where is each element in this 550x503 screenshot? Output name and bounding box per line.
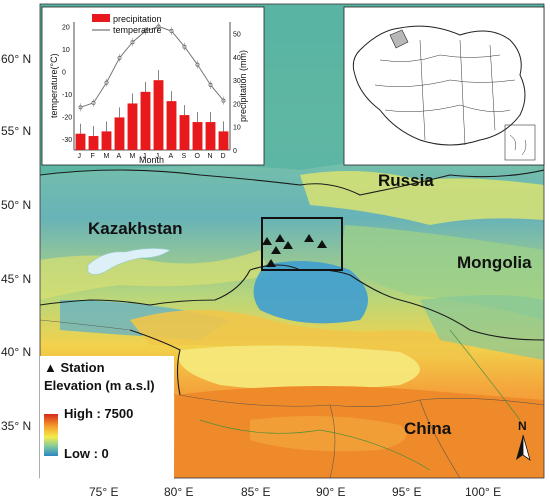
right-axis-tick-label: 10 xyxy=(233,125,241,132)
north-arrow-icon: N xyxy=(516,419,531,461)
precipitation-bar xyxy=(166,101,177,150)
precipitation-bar xyxy=(114,117,125,150)
left-axis-tick-label: -10 xyxy=(62,92,72,99)
right-axis-tick-label: 0 xyxy=(233,148,237,155)
station-marker xyxy=(262,237,272,245)
lon-label-85: 85° E xyxy=(241,485,271,499)
lat-label-50: 50° N xyxy=(1,198,32,212)
right-axis-tick-label: 40 xyxy=(233,55,241,62)
month-tick-label: N xyxy=(208,153,213,160)
legend-station-row: ▲ Station xyxy=(44,360,105,375)
left-axis-tick-label: 0 xyxy=(62,69,66,76)
study-area-box xyxy=(261,217,343,271)
label-mongolia: Mongolia xyxy=(457,253,532,272)
precipitation-bar xyxy=(127,103,138,150)
precipitation-bar xyxy=(101,131,112,150)
temperature-series-line xyxy=(80,25,224,108)
chart-ylabel-left: temperature(°C) xyxy=(49,53,59,118)
left-axis-tick-label: -20 xyxy=(62,114,72,121)
month-tick-label: O xyxy=(195,153,201,160)
legend-low-label: Low : 0 xyxy=(64,446,109,461)
precipitation-bars xyxy=(75,70,229,150)
lon-label-95: 95° E xyxy=(392,485,422,499)
triangle-icon: ▲ xyxy=(44,360,57,375)
lat-label-60: 60° N xyxy=(1,52,32,66)
month-tick-label: J xyxy=(143,153,147,160)
map-legend: ▲ Station Elevation (m a.s.l) High : 750… xyxy=(40,356,174,480)
precipitation-bar xyxy=(179,115,190,150)
month-tick-label: A xyxy=(169,153,174,160)
china-locator-inset xyxy=(343,6,545,166)
station-marker xyxy=(304,234,314,242)
lat-label-55: 55° N xyxy=(1,124,32,138)
precipitation-bar xyxy=(192,122,203,150)
month-tick-label: J xyxy=(156,153,160,160)
precipitation-bar xyxy=(88,136,99,150)
month-tick-label: F xyxy=(91,153,95,160)
lat-label-45: 45° N xyxy=(1,272,32,286)
chart-ylabel-right: precipitation (mm) xyxy=(238,50,248,122)
station-marker xyxy=(271,246,281,254)
elevation-color-ramp xyxy=(44,414,58,456)
station-marker xyxy=(283,241,293,249)
month-tick-label: D xyxy=(221,153,226,160)
lon-label-100: 100° E xyxy=(465,485,502,499)
chart-xlabel: Month xyxy=(139,155,164,165)
precipitation-bar xyxy=(218,131,229,150)
lat-label-40: 40° N xyxy=(1,345,32,359)
legend-station-label: Station xyxy=(60,360,105,375)
lat-label-35: 35° N xyxy=(1,419,32,433)
legend-high-label: High : 7500 xyxy=(64,406,134,421)
month-tick-label: A xyxy=(117,153,122,160)
lon-label-90: 90° E xyxy=(316,485,346,499)
station-markers xyxy=(262,234,327,267)
month-tick-label: S xyxy=(182,153,187,160)
lon-label-75: 75° E xyxy=(89,485,119,499)
label-kazakhstan: Kazakhstan xyxy=(88,219,182,238)
legend-temperature: temperature xyxy=(113,25,162,35)
right-axis-tick-label: 30 xyxy=(233,78,241,85)
label-russia: Russia xyxy=(378,171,434,190)
precipitation-bar xyxy=(140,91,151,150)
station-marker xyxy=(317,240,327,248)
label-china: China xyxy=(404,419,452,438)
legend-precipitation: precipitation xyxy=(113,14,162,24)
precipitation-bar xyxy=(75,133,86,150)
month-tick-label: M xyxy=(104,153,110,160)
precipitation-bar xyxy=(205,122,216,150)
left-axis-tick-label: 20 xyxy=(62,24,70,31)
station-marker xyxy=(266,259,276,267)
station-marker xyxy=(275,234,285,242)
right-axis-tick-label: 20 xyxy=(233,101,241,108)
left-axis-tick-label: 10 xyxy=(62,47,70,54)
temperature-line xyxy=(78,22,226,112)
precipitation-bar xyxy=(153,80,164,150)
svg-text:N: N xyxy=(518,419,527,433)
lon-label-80: 80° E xyxy=(164,485,194,499)
right-axis-tick-label: 50 xyxy=(233,32,241,39)
legend-elevation-label: Elevation (m a.s.l) xyxy=(44,378,155,393)
left-axis-tick-label: -30 xyxy=(62,137,72,144)
month-tick-label: M xyxy=(130,153,136,160)
month-tick-label: J xyxy=(78,153,82,160)
